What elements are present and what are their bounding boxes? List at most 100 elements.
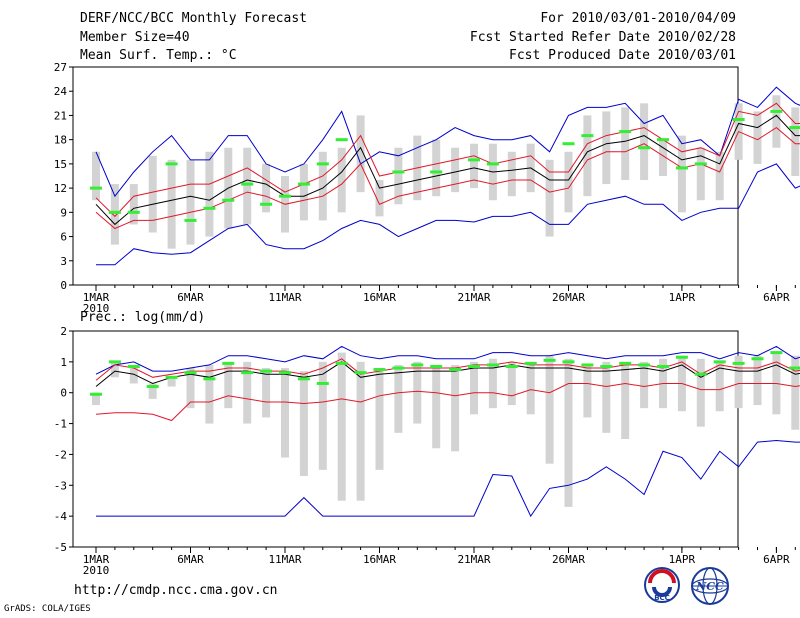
ensemble-box xyxy=(640,361,649,409)
y-tick-label: 9 xyxy=(60,206,67,219)
x-tick-label: 6APR xyxy=(763,291,790,304)
x-tick-sublabel: 2010 xyxy=(83,302,110,315)
ensemble-box xyxy=(394,364,403,433)
ensemble-max-line xyxy=(95,86,800,198)
ensemble-box xyxy=(394,147,403,205)
observed-mark xyxy=(732,117,745,121)
ensemble-mean-line xyxy=(95,361,800,387)
observed-mark xyxy=(90,392,102,396)
y-tick-label: 18 xyxy=(54,134,67,147)
ensemble-mean-line xyxy=(95,114,800,226)
observed-mark xyxy=(222,198,235,202)
ensemble-box xyxy=(318,361,327,470)
ensemble-box xyxy=(791,355,800,430)
ensemble-box xyxy=(299,163,308,221)
observed-mark xyxy=(279,371,291,375)
x-tick-sublabel: 2010 xyxy=(83,564,110,577)
observed-mark xyxy=(789,366,800,370)
ensemble-box xyxy=(507,151,516,197)
y-tick-label: 0 xyxy=(60,279,67,292)
started-date-label: Fcst Started Refer Date 2010/02/28 xyxy=(469,30,736,45)
x-tick-label: 16MAR xyxy=(363,291,396,304)
member-size-label: Member Size=40 xyxy=(80,30,190,45)
ensemble-box xyxy=(262,163,271,213)
observed-mark xyxy=(203,206,216,210)
observed-mark xyxy=(770,351,783,355)
observed-mark xyxy=(392,170,405,174)
bcc-logo-text: BCC xyxy=(654,594,670,602)
ensemble-box xyxy=(413,361,422,424)
ensemble-box xyxy=(432,364,441,449)
ensemble-box xyxy=(470,143,478,189)
observed-mark xyxy=(638,146,651,150)
ensemble-box xyxy=(677,135,686,213)
observed-mark xyxy=(297,182,310,186)
ensemble-box xyxy=(564,358,573,507)
ensemble-box xyxy=(715,151,724,201)
observed-mark xyxy=(108,210,121,214)
plot-frame xyxy=(72,66,739,286)
observed-mark xyxy=(751,357,764,361)
observed-mark xyxy=(486,363,499,367)
observed-mark xyxy=(694,372,707,376)
observed-mark xyxy=(657,138,669,142)
precip-panel-title: Prec.: log(mm/d) xyxy=(80,310,206,325)
y-tick-label: 15 xyxy=(54,158,67,171)
source-url[interactable]: http://cmdp.ncc.cma.gov.cn xyxy=(74,583,278,598)
observed-mark xyxy=(165,375,178,379)
ensemble-box xyxy=(337,352,346,501)
ensemble-box xyxy=(205,364,214,424)
observed-mark xyxy=(165,162,178,166)
ensemble-box xyxy=(753,111,762,164)
x-tick-label: 21MAR xyxy=(457,553,490,566)
observed-mark xyxy=(316,381,329,385)
ensemble-box xyxy=(470,361,478,415)
y-tick-label: 27 xyxy=(54,61,67,74)
observed-mark xyxy=(694,162,707,166)
ensemble-box xyxy=(545,355,554,464)
ensemble-box xyxy=(375,180,384,217)
observed-mark xyxy=(354,371,367,375)
observed-mark xyxy=(468,364,480,368)
ensemble-min-line xyxy=(96,163,800,266)
x-tick-label: 6MAR xyxy=(177,291,204,304)
ensemble-box xyxy=(451,147,460,193)
ensemble-min-line xyxy=(96,439,800,518)
observed-mark xyxy=(108,360,121,364)
ensemble-box xyxy=(583,115,592,197)
ensemble-box xyxy=(186,368,195,409)
y-tick-label: 12 xyxy=(54,182,67,195)
ncc-logo: NCC xyxy=(691,567,729,605)
ensemble-box xyxy=(659,139,667,176)
ensemble-box xyxy=(243,147,252,225)
observed-mark xyxy=(581,363,594,367)
observed-mark xyxy=(657,364,669,368)
ensemble-box xyxy=(167,377,176,387)
observed-mark xyxy=(486,162,499,166)
x-tick-label: 1APR xyxy=(669,291,696,304)
observed-mark xyxy=(789,126,800,130)
y-tick-label: 2 xyxy=(60,325,67,338)
observed-mark xyxy=(562,142,575,146)
ensemble-box xyxy=(92,151,100,201)
x-tick-label: 6MAR xyxy=(177,553,204,566)
y-tick-label: -2 xyxy=(54,448,67,461)
ensemble-box xyxy=(356,115,365,193)
ensemble-box xyxy=(772,95,781,148)
observed-mark xyxy=(184,371,197,375)
observed-mark xyxy=(581,134,594,138)
ensemble-box xyxy=(337,147,346,213)
observed-mark xyxy=(732,361,745,365)
spread-high-line xyxy=(95,102,800,218)
ensemble-box xyxy=(602,111,611,185)
observed-mark xyxy=(449,368,462,372)
ensemble-box xyxy=(110,361,119,378)
ensemble-box xyxy=(186,159,195,245)
observed-mark xyxy=(297,377,310,381)
ensemble-box xyxy=(488,358,497,409)
ensemble-box xyxy=(375,368,384,470)
observed-mark xyxy=(260,202,273,206)
observed-mark xyxy=(127,364,140,368)
